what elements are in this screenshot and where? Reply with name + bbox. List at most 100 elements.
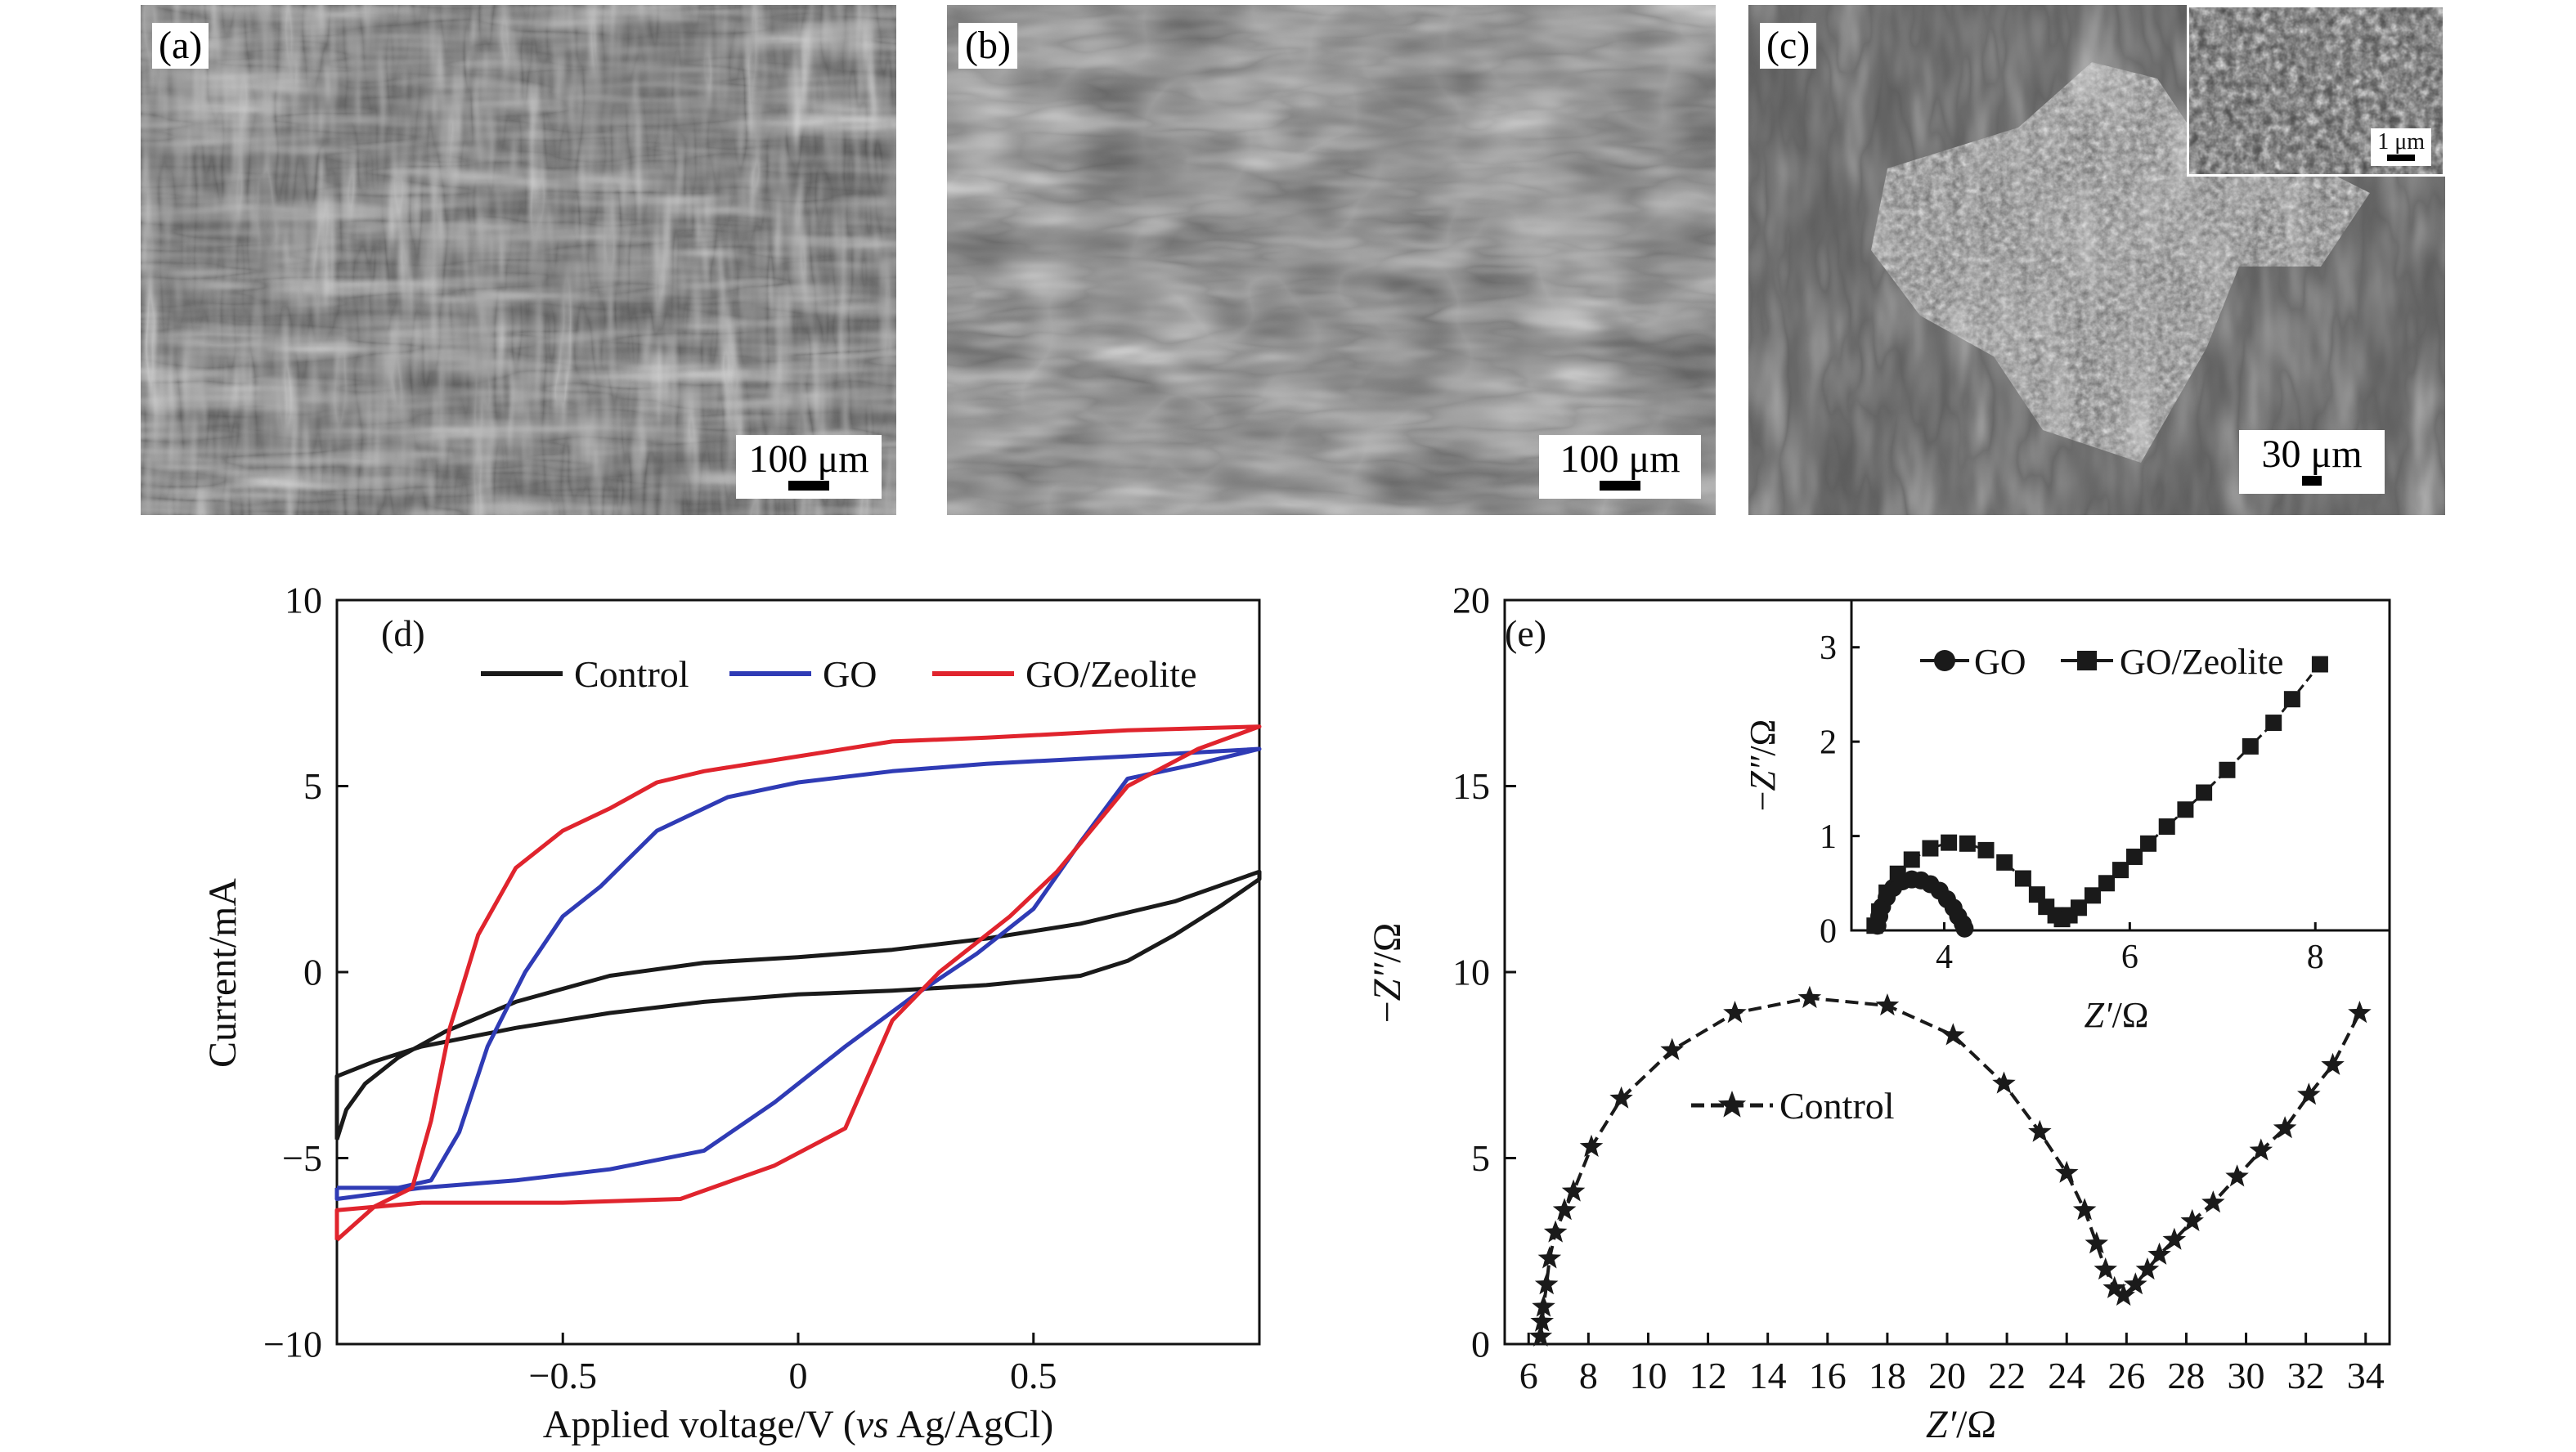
series-control-line: [1538, 996, 2362, 1338]
sem-panel-b: (b) 100 μm: [947, 5, 1716, 515]
inset-go-zeolite-point: [1941, 834, 1958, 851]
chart-e-xlabel-suffix: /Ω: [1956, 1403, 1996, 1446]
chart-e-ytick-label: 5: [1471, 1137, 1490, 1179]
control-star-point: [2249, 1138, 2273, 1161]
chart-d-ytick-label: −5: [282, 1137, 322, 1179]
control-star-point: [1543, 1220, 1568, 1243]
inset-go-zeolite-point: [2084, 887, 2101, 904]
inset-go-zeolite-point: [1959, 835, 1976, 852]
chart-d-xtick-label: 0: [789, 1355, 808, 1396]
chart-d-tag: (d): [381, 612, 425, 654]
control-star-point: [1609, 1086, 1633, 1109]
legend-marker-go-zeolite-inset: [2077, 651, 2097, 670]
chart-d-xlabel: Applied voltage/V (vs Ag/AgCl): [543, 1403, 1053, 1446]
chart-e-xtick-label: 22: [1988, 1355, 2026, 1396]
inset-ytick-label: 1: [1820, 818, 1837, 856]
control-star-point: [2162, 1227, 2187, 1250]
inset-xlabel: Z′/Ω: [2084, 995, 2148, 1035]
chart-e-xtick-label: 6: [1519, 1355, 1538, 1396]
control-star-point: [2124, 1272, 2147, 1295]
control-star-point: [2135, 1257, 2160, 1280]
inset-scalebar-label: 1 μm: [2377, 129, 2425, 155]
control-star-point: [2103, 1275, 2126, 1298]
control-star-point: [1723, 1001, 1747, 1024]
inset-go-zeolite-point: [1922, 840, 1939, 857]
chart-e-ytick-label: 20: [1452, 580, 1490, 621]
control-star-point: [2147, 1242, 2171, 1265]
scalebar-label-a: 100 μm: [748, 437, 869, 481]
control-star-point: [2273, 1116, 2297, 1139]
series-go-zeolite-curve: [334, 724, 1262, 1242]
inset-xlabel-italic: Z′: [2084, 995, 2112, 1035]
scalebar-b: 100 μm: [1539, 435, 1701, 499]
inset-ylabel-suffix: /Ω: [1743, 719, 1783, 756]
inset-go-zeolite-point: [1878, 884, 1896, 901]
inset-go-point: [1955, 919, 1974, 938]
control-star-point: [2348, 1001, 2372, 1024]
chart-e-xtick-label: 26: [2107, 1355, 2145, 1396]
inset-ytick-label: 3: [1820, 630, 1837, 667]
control-star-point: [2180, 1208, 2204, 1231]
chart-e-xtick-label: 34: [2347, 1355, 2385, 1396]
chart-e-ylabel: −Z″/Ω: [1366, 923, 1409, 1024]
scalebar-c: 30 μm: [2239, 430, 2385, 494]
control-star-point: [2297, 1082, 2321, 1105]
inset-go-zeolite-point: [2014, 870, 2031, 887]
control-star-point: [1537, 1246, 1562, 1269]
chart-e-ylabel-suffix: /Ω: [1366, 923, 1409, 963]
chart-e-ytick-label: 0: [1471, 1324, 1490, 1365]
chart-e-xtick-label: 18: [1869, 1355, 1906, 1396]
inset-xtick-label: 4: [1936, 939, 1953, 976]
inset-xtick-label: 6: [2121, 939, 2138, 976]
scalebar-label-b: 100 μm: [1560, 437, 1681, 481]
control-star-point: [1528, 1324, 1553, 1347]
control-star-point: [2321, 1052, 2345, 1075]
inset-go-zeolite-point: [2311, 656, 2328, 673]
chart-d-ytick-label: 0: [303, 952, 322, 993]
inset-go-zeolite-point: [1903, 851, 1920, 868]
chart-d-xtick-label: −0.5: [529, 1355, 597, 1396]
control-star-point: [2055, 1160, 2079, 1183]
control-star-point: [1532, 1294, 1555, 1317]
legend-label-control-e: Control: [1779, 1085, 1895, 1127]
inset-go-zeolite-point: [1996, 854, 2013, 871]
inset-go-zeolite-point: [2265, 715, 2282, 732]
sem-image-b: [947, 5, 1716, 515]
scalebar-a: 100 μm: [736, 435, 882, 499]
chart-d-xlabel-suffix: Ag/AgCl): [889, 1403, 1053, 1446]
chart-e-xtick-label: 10: [1629, 1355, 1667, 1396]
legend-star-shape: [1717, 1091, 1747, 1118]
inset-go-zeolite-point: [2140, 835, 2157, 852]
sem-image-a: [141, 5, 896, 515]
legend-label-go-zeolite-inset: GO/Zeolite: [2120, 642, 2283, 682]
control-star-point: [1579, 1134, 1604, 1157]
chart-d-xlabel-italic: vs: [856, 1403, 889, 1446]
chart-d-ytick-label: 5: [303, 765, 322, 807]
chart-e-xtick-label: 16: [1809, 1355, 1847, 1396]
inset-ylabel-prefix: −: [1743, 791, 1783, 811]
inset-go-zeolite-point: [2219, 761, 2236, 778]
control-star-point: [2072, 1198, 2097, 1221]
sem-panel-c: (c) 1 μm 30 μm: [1748, 5, 2445, 515]
scalebar-bar-a: [788, 481, 829, 491]
chart-e-ytick-label: 15: [1452, 765, 1490, 807]
legend-label-go-zeolite: GO/Zeolite: [1025, 653, 1197, 695]
inset-go-zeolite-point: [2070, 899, 2087, 916]
inset-xtick-label: 8: [2307, 939, 2324, 976]
inset-xlabel-suffix: /Ω: [2112, 995, 2149, 1035]
inset-go-zeolite-point: [2126, 848, 2143, 865]
control-star-point: [1797, 985, 1822, 1008]
inset-legend: GO GO/Zeolite: [1920, 642, 2283, 682]
control-star-point: [2201, 1190, 2225, 1213]
inset-scalebar: 1 μm: [2371, 128, 2431, 166]
inset-frame: [1850, 598, 2391, 932]
control-star-point: [1530, 1309, 1554, 1332]
scalebar-bar-b: [1600, 481, 1640, 491]
inset-go-zeolite-point: [2028, 886, 2045, 903]
control-star-point: [1660, 1037, 1684, 1060]
inset-ytick-label: 2: [1820, 724, 1837, 761]
control-star-point: [2094, 1257, 2117, 1280]
inset-go-zeolite-point: [2283, 691, 2300, 708]
chart-d-frame: [335, 598, 1261, 1346]
chart-e-xlabel: Z′/Ω: [1926, 1403, 1996, 1446]
